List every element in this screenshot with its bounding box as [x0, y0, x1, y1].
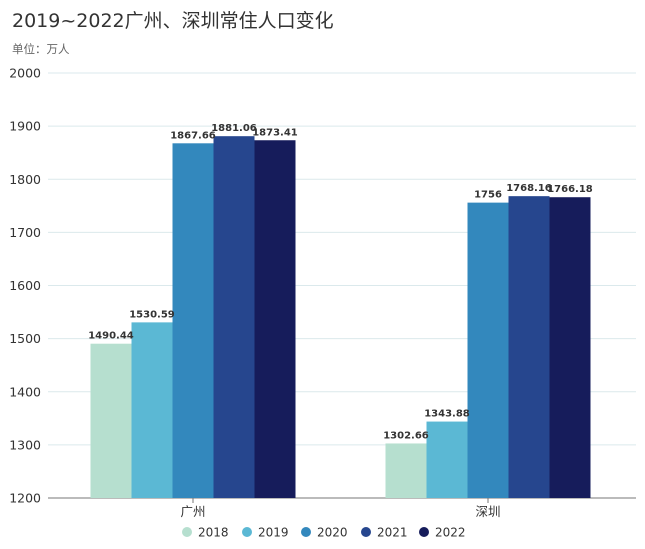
y-tick-label: 1300 [9, 437, 41, 452]
y-tick-label: 1900 [9, 119, 41, 134]
legend-marker [242, 527, 252, 537]
legend-marker [361, 527, 371, 537]
bar-2020-1[interactable] [467, 202, 509, 498]
y-tick-label: 2000 [9, 66, 41, 81]
legend-marker [301, 527, 311, 537]
legend-item-2021[interactable]: 2021 [361, 526, 408, 540]
bar-2021-1[interactable] [508, 196, 550, 499]
legend-item-2020[interactable]: 2020 [301, 526, 348, 540]
chart-title: 2019~2022广州、深圳常住人口变化 [12, 10, 334, 32]
legend-marker [182, 527, 192, 537]
x-axis-categories: 广州 深圳 [180, 498, 501, 519]
value-label: 1756 [474, 190, 502, 201]
y-tick-label: 1500 [9, 331, 41, 346]
y-tick-label: 1800 [9, 172, 41, 187]
bar-2022-0[interactable] [254, 140, 296, 499]
value-label: 1768.16 [506, 183, 552, 194]
value-label: 1867.66 [170, 130, 216, 141]
bar-2019-1[interactable] [426, 421, 468, 498]
y-tick-label: 1400 [9, 384, 41, 399]
value-label: 1490.44 [88, 331, 134, 342]
bar-2022-1[interactable] [549, 197, 591, 499]
legend-label: 2019 [258, 526, 289, 540]
value-label: 1881.06 [211, 123, 257, 134]
legend-label: 2021 [377, 526, 408, 540]
value-label: 1302.66 [383, 430, 429, 441]
value-label: 1873.41 [252, 127, 298, 138]
legend-item-2018[interactable]: 2018 [182, 526, 229, 540]
bar-2018-0[interactable] [90, 343, 132, 498]
legend-marker [419, 527, 429, 537]
legend-item-2019[interactable]: 2019 [242, 526, 289, 540]
y-tick-label: 1200 [9, 491, 41, 506]
value-label: 1343.88 [424, 409, 470, 420]
value-label: 1766.18 [547, 184, 593, 195]
bar-2018-1[interactable] [385, 443, 427, 498]
legend-item-2022[interactable]: 2022 [419, 526, 466, 540]
y-tick-label: 1600 [9, 278, 41, 293]
x-category-label: 深圳 [475, 504, 500, 519]
bars [90, 136, 591, 499]
y-tick-label: 1700 [9, 225, 41, 240]
value-label: 1530.59 [129, 309, 175, 320]
bar-2021-0[interactable] [213, 136, 255, 498]
legend-label: 2022 [435, 526, 466, 540]
legend-label: 2020 [317, 526, 348, 540]
bar-2020-0[interactable] [172, 143, 214, 499]
x-category-label: 广州 [180, 504, 205, 519]
legend[interactable]: 2018 2019 2020 2021 2022 [182, 526, 466, 540]
unit-label: 单位：万人 [12, 42, 70, 56]
bar-2019-0[interactable] [131, 322, 173, 498]
legend-label: 2018 [198, 526, 229, 540]
y-axis-ticks: 1200 1300 1400 1500 1600 1700 1800 1900 2000 [9, 66, 41, 506]
